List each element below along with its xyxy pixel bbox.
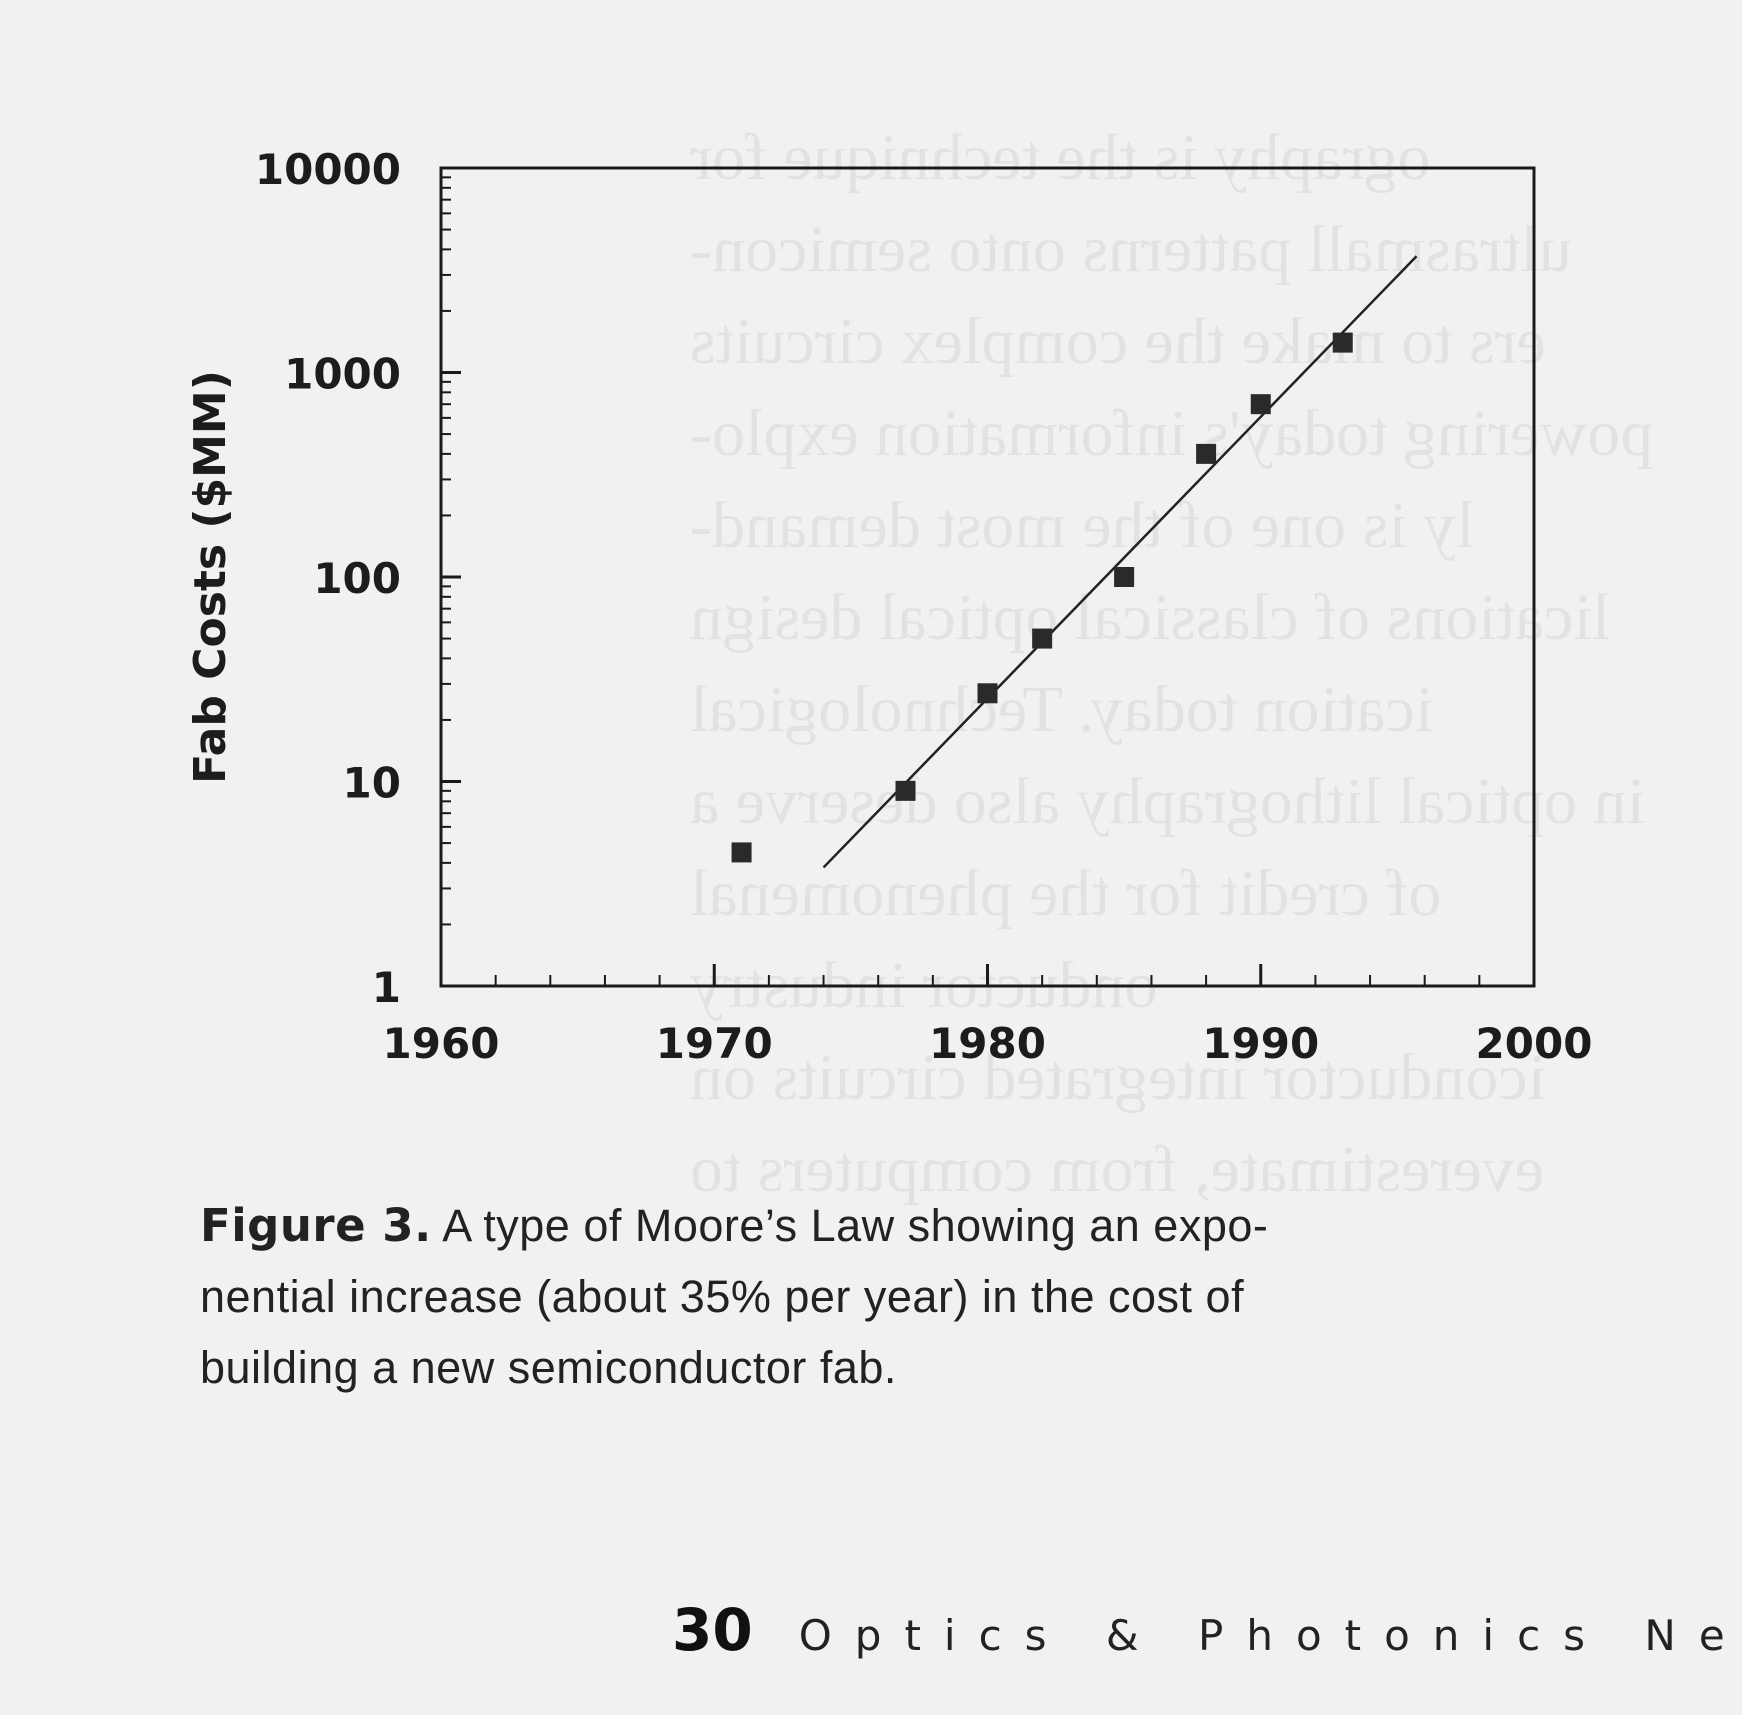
data-point <box>1250 394 1271 415</box>
x-tick-label: 2000 <box>1476 1019 1593 1068</box>
x-tick-label: 1990 <box>1202 1019 1319 1068</box>
data-point <box>731 842 752 863</box>
y-tick-label: 1 <box>372 963 401 1012</box>
x-tick-label: 1960 <box>383 1019 500 1068</box>
data-point <box>1332 332 1353 353</box>
y-tick-label: 1000 <box>284 350 401 399</box>
trend-layer <box>822 255 1418 869</box>
x-minor-ticks <box>494 975 1481 986</box>
caption-line: nential increase (about 35% per year) in… <box>200 1271 1245 1322</box>
data-points <box>731 332 1353 863</box>
data-point <box>895 780 916 801</box>
data-point <box>1032 628 1053 649</box>
y-tick-label: 10 <box>343 759 401 808</box>
plot-area <box>439 166 1536 988</box>
x-tick-label: 1970 <box>656 1019 773 1068</box>
y-tick-label: 100 <box>313 554 401 603</box>
x-axis-ticks: 1960 1970 1980 1990 2000 <box>383 964 1593 1068</box>
data-point <box>1114 567 1135 587</box>
data-point <box>1196 443 1217 464</box>
y-tick-label: 10000 <box>255 145 401 194</box>
caption-label: Figure 3. <box>200 1199 432 1252</box>
x-tick-label: 1980 <box>929 1019 1046 1068</box>
plot-frame <box>439 166 1536 988</box>
data-point <box>977 683 998 704</box>
caption-line: A type of Moore’s Law showing an expo- <box>431 1200 1269 1251</box>
y-axis-ticks: 1 10 100 1000 10000 <box>255 145 461 1012</box>
caption-line: building a new semiconductor fab. <box>200 1342 897 1393</box>
publication-name: Optics & Photonics New <box>798 1611 1742 1660</box>
trend-line <box>822 255 1418 869</box>
page-footer: 30 Optics & Photonics New <box>672 1596 1742 1664</box>
y-axis-label: Fab Costs ($MM) <box>185 370 236 784</box>
figure-caption: Figure 3. A type of Moore’s Law showing … <box>200 1190 1600 1403</box>
y-minor-ticks <box>441 176 451 926</box>
page-number: 30 <box>672 1596 753 1664</box>
fab-cost-chart: 1 10 100 1000 10000 1960 1970 1980 1990 2000 Fab… <box>185 145 1593 1068</box>
